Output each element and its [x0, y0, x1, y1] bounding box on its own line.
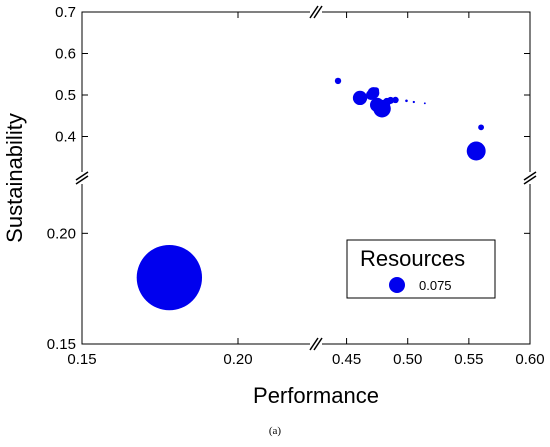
bubble-point: [405, 99, 408, 103]
bubble-point: [478, 124, 485, 131]
break-mark: [309, 337, 323, 351]
y-tick-label: 0.5: [55, 87, 76, 104]
bubble-point: [352, 90, 368, 106]
x-tick-label: 0.55: [454, 351, 483, 368]
x-tick-label: 0.15: [67, 351, 96, 368]
bubble-point: [412, 100, 415, 104]
bubble-point: [334, 77, 342, 85]
break-mark: [75, 171, 89, 185]
bubble-point: [392, 96, 399, 104]
bubbles: [136, 77, 486, 311]
bubble-point: [136, 244, 203, 311]
legend-marker: [389, 277, 405, 293]
figure-caption: (a): [269, 425, 282, 437]
bubble-point: [466, 141, 486, 161]
y-axis-ticks: 0.15 0.20 0.4 0.5 0.6 0.7: [47, 4, 530, 353]
legend-entry-label: 0.075: [419, 278, 452, 293]
y-tick-label: 0.7: [55, 4, 76, 21]
x-tick-label: 0.20: [223, 351, 252, 368]
legend: Resources 0.075: [346, 239, 496, 299]
x-axis-ticks: 0.15 0.20 0.45 0.50 0.55 0.60: [67, 12, 545, 368]
bubble-point: [387, 96, 395, 104]
legend-box: [346, 239, 496, 299]
bubble-point: [423, 102, 426, 105]
x-axis-label: Performance: [253, 383, 379, 408]
x-tick-label: 0.60: [515, 351, 544, 368]
y-tick-label: 0.6: [55, 46, 76, 63]
y-axis-label: Sustainability: [2, 113, 27, 243]
legend-title: Resources: [360, 246, 465, 271]
x-tick-label: 0.50: [393, 351, 422, 368]
y-tick-label: 0.20: [47, 225, 76, 242]
bubble-point: [372, 87, 380, 94]
break-mark: [309, 5, 323, 19]
x-tick-label: 0.45: [332, 351, 361, 368]
break-mark: [523, 171, 537, 185]
y-tick-label: 0.15: [47, 336, 76, 353]
axis-break-marks: [75, 5, 537, 351]
y-tick-label: 0.4: [55, 129, 76, 146]
